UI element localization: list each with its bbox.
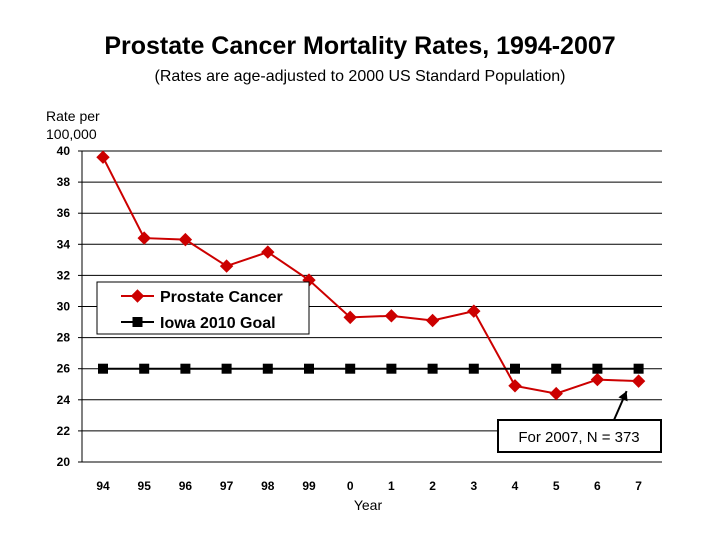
- x-tick-label: 94: [96, 479, 110, 493]
- y-tick-label: 34: [57, 237, 71, 251]
- legend-label: Prostate Cancer: [160, 289, 283, 306]
- legend-marker: [130, 289, 145, 303]
- x-tick-label: 95: [138, 479, 152, 493]
- data-point-iowa-2010-goal: [139, 363, 150, 374]
- x-tick-label: 2: [429, 479, 436, 493]
- data-point-prostate-cancer: [96, 150, 110, 164]
- data-point-prostate-cancer: [137, 231, 151, 245]
- data-point-iowa-2010-goal: [221, 363, 232, 374]
- y-tick-label: 26: [57, 362, 71, 376]
- x-tick-label: 6: [594, 479, 601, 493]
- x-tick-label: 1: [388, 479, 395, 493]
- x-tick-label: 96: [179, 479, 193, 493]
- x-axis-label: Year: [354, 497, 383, 513]
- data-point-iowa-2010-goal: [262, 363, 273, 374]
- x-tick-label: 7: [635, 479, 642, 493]
- annotation-box: [497, 419, 662, 453]
- data-point-prostate-cancer: [590, 372, 605, 387]
- x-tick-label: 4: [512, 479, 519, 493]
- data-point-prostate-cancer: [508, 379, 522, 393]
- data-point-prostate-cancer: [549, 386, 563, 401]
- y-tick-label: 24: [57, 393, 71, 407]
- y-tick-label: 22: [57, 424, 71, 438]
- y-tick-label: 20: [57, 455, 71, 469]
- x-tick-label: 99: [302, 479, 316, 493]
- annotation-arrowhead: [618, 391, 628, 402]
- data-point-prostate-cancer: [178, 232, 193, 247]
- data-point-prostate-cancer: [467, 304, 481, 318]
- data-point-prostate-cancer: [425, 313, 440, 328]
- chart-title: Prostate Cancer Mortality Rates, 1994-20…: [104, 32, 616, 60]
- data-point-iowa-2010-goal: [98, 363, 108, 374]
- y-tick-label: 38: [57, 175, 71, 189]
- data-point-iowa-2010-goal: [468, 363, 479, 374]
- annotation-text: For 2007, N = 373: [518, 429, 639, 446]
- data-point-prostate-cancer: [219, 259, 234, 273]
- data-point-prostate-cancer: [261, 245, 275, 259]
- x-tick-label: 0: [347, 479, 354, 493]
- legend-label: Iowa 2010 Goal: [160, 315, 276, 332]
- data-point-iowa-2010-goal: [427, 363, 438, 374]
- y-tick-label: 36: [57, 206, 71, 220]
- data-point-iowa-2010-goal: [592, 363, 603, 374]
- x-tick-label: 5: [553, 479, 560, 493]
- data-point-prostate-cancer: [631, 374, 646, 388]
- y-tick-label: 28: [57, 331, 71, 345]
- x-tick-label: 97: [220, 479, 234, 493]
- y-axis-label: Rate per 100,000: [46, 108, 100, 142]
- y-tick-label: 30: [57, 300, 71, 314]
- data-point-iowa-2010-goal: [304, 363, 314, 374]
- x-tick-label: 98: [261, 479, 275, 493]
- y-tick-label: 32: [57, 268, 71, 282]
- data-point-iowa-2010-goal: [633, 363, 644, 374]
- data-point-iowa-2010-goal: [551, 363, 562, 374]
- data-point-prostate-cancer: [343, 310, 357, 325]
- series-line-prostate-cancer: [102, 156, 639, 395]
- data-point-iowa-2010-goal: [386, 363, 397, 374]
- y-tick-label: 40: [57, 144, 71, 158]
- legend-box: [96, 281, 310, 335]
- x-tick-label: 3: [470, 479, 477, 493]
- legend-marker: [132, 317, 143, 327]
- data-point-iowa-2010-goal: [180, 363, 191, 374]
- chart-subtitle: (Rates are age-adjusted to 2000 US Stand…: [154, 68, 566, 85]
- data-point-iowa-2010-goal: [345, 363, 356, 374]
- data-point-iowa-2010-goal: [510, 363, 520, 374]
- data-point-prostate-cancer: [384, 309, 399, 323]
